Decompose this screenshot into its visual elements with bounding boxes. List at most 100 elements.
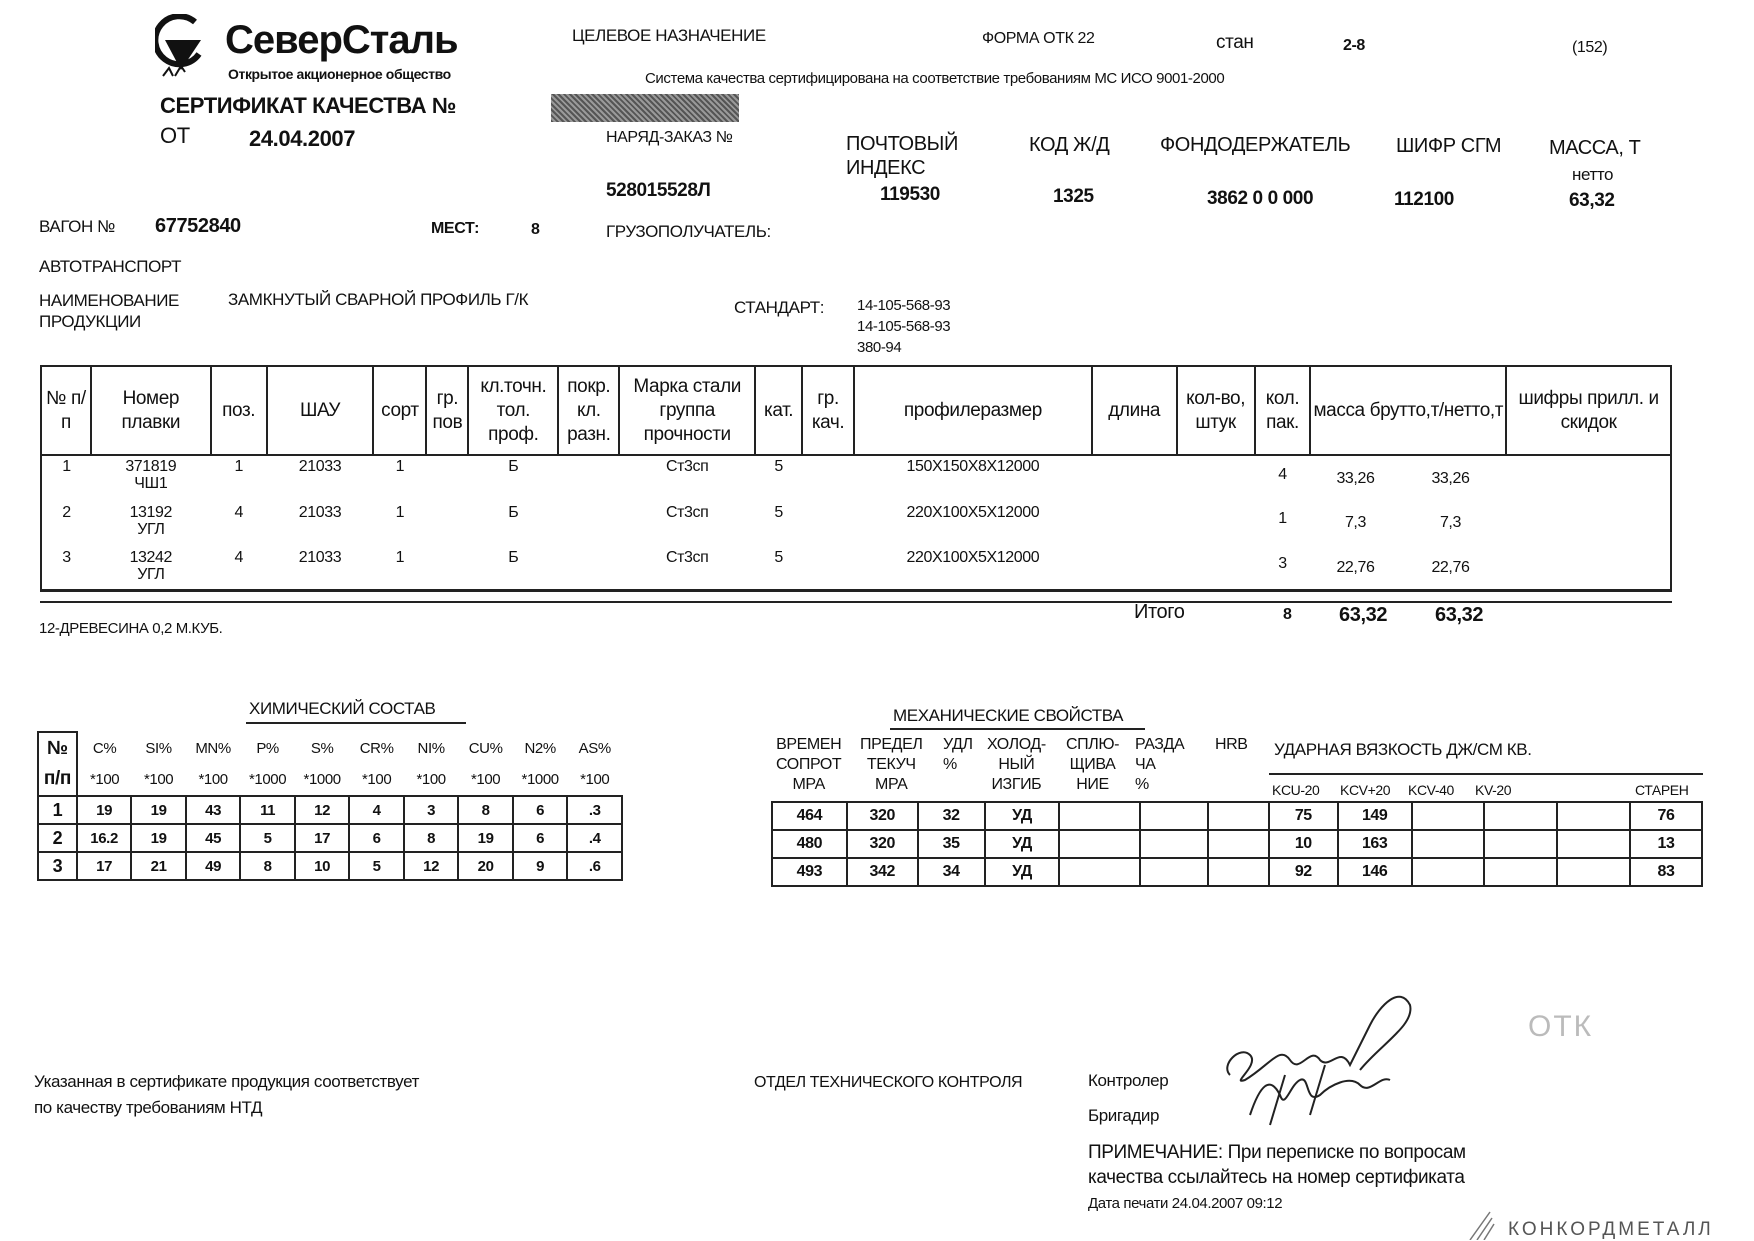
table-cell: Б	[468, 545, 558, 590]
chem-cell: 11	[239, 795, 296, 825]
mass-value: 63,32	[1569, 190, 1615, 211]
table-cell	[802, 545, 854, 590]
chem-cell: 19	[130, 795, 187, 825]
form-label: ФОРМА ОТК 22	[982, 30, 1095, 47]
signature-icon	[1226, 995, 1412, 1126]
product-value: ЗАМКНУТЫЙ СВАРНОЙ ПРОФИЛЬ Г/К	[228, 290, 529, 309]
standard-item: 14-105-568-93	[857, 318, 951, 335]
mech-row: 464 320 32 УД 75 149 76	[771, 801, 1703, 831]
chem-cell: 6	[511, 795, 569, 825]
table-cell: 4	[1255, 455, 1311, 500]
col-packs: кол. пак.	[1253, 365, 1312, 456]
impact-underline	[1269, 773, 1703, 775]
col-quality: гр. кач.	[801, 365, 856, 456]
table-cell	[558, 500, 619, 545]
mech-row: 480 320 35 УД 10 163 13	[771, 829, 1703, 859]
standard-item: 380-94	[857, 339, 902, 356]
mech-cell: 35	[916, 829, 986, 859]
chem-element-header: CU%	[468, 739, 503, 757]
chem-row: 1 19 19 43 11 12 4 3 8 6.3	[37, 795, 623, 825]
table-cell	[1506, 500, 1671, 545]
chem-cell: 12	[293, 795, 351, 825]
cert-title: СЕРТИФИКАТ КАЧЕСТВА №	[160, 93, 457, 118]
wood-note: 12-ДРЕВЕСИНА 0,2 М.КУБ.	[39, 620, 223, 637]
mech-cell: УД	[983, 829, 1061, 859]
cell-tol: Б	[508, 549, 519, 566]
chem-title-underline	[246, 722, 466, 724]
cell-packs: 1	[1278, 510, 1287, 527]
chem-factor-header: *1000	[521, 771, 560, 788]
table-cell: Ст3сп	[619, 455, 755, 500]
chem-row: 2 16.2 19 45 5 17 6 8 19 6.4	[37, 823, 623, 853]
otk-stamp: ОТК	[1528, 1010, 1594, 1043]
mech-header: ПРЕДЕЛ ТЕКУЧ МРА	[860, 736, 923, 793]
impact-title: УДАРНАЯ ВЯЗКОСТЬ ДЖ/СМ КВ.	[1274, 740, 1532, 759]
cell-sort: 1	[395, 458, 405, 475]
mech-cell	[1483, 829, 1559, 859]
cell-packs: 3	[1278, 555, 1287, 572]
cell-pos: 1	[234, 458, 243, 475]
wagon-label: ВАГОН №	[39, 217, 116, 236]
chem-element-header: SI%	[145, 739, 172, 757]
mech-cell: 464	[771, 801, 848, 831]
chem-cell: 49	[184, 851, 242, 881]
table-cell: 21033	[267, 455, 374, 500]
chem-row-no: 3	[37, 851, 78, 881]
mech-cell: 320	[845, 829, 919, 859]
cell-n: 3	[62, 549, 71, 566]
mech-cell	[1139, 829, 1210, 859]
chem-row-no: 1	[37, 795, 78, 825]
mass-sub: нетто	[1572, 165, 1614, 184]
chem-title: ХИМИЧЕСКИЙ СОСТАВ	[249, 699, 436, 718]
col-shau: ШАУ	[265, 365, 375, 456]
mech-row: 493 342 34 УД 92 146 83	[771, 857, 1703, 887]
postal-value: 119530	[880, 184, 940, 205]
cell-pos: 4	[234, 504, 243, 521]
table-cell: 33,26 33,26	[1310, 455, 1506, 500]
compliance-line: по качеству требованиям НТД	[34, 1098, 263, 1117]
chem-cell: 43	[184, 795, 242, 825]
chem-factor-header: *100	[362, 771, 392, 788]
chem-no-header: № п/п	[37, 731, 78, 797]
chem-cell: .6	[566, 851, 623, 881]
chem-factor-header: *100	[198, 771, 228, 788]
places-label: МЕСТ:	[431, 220, 480, 237]
table-cell: 220Х100Х5Х12000	[854, 500, 1092, 545]
col-tolerance: кл.точн. тол. проф.	[467, 365, 560, 456]
mech-header: РАЗДА ЧА %	[1135, 736, 1185, 793]
impact-col-header: KCV-40	[1408, 782, 1454, 798]
mech-cell	[1410, 829, 1486, 859]
mech-cell: 320	[845, 801, 919, 831]
mech-cell	[1483, 801, 1559, 831]
mech-cell	[1139, 857, 1210, 887]
mech-cell: 75	[1267, 801, 1339, 831]
total-gross: 63,32	[1339, 604, 1388, 626]
chem-element-header: MN%	[195, 739, 231, 757]
mill-label: стан	[1216, 32, 1254, 53]
postal-label: ПОЧТОВЫЙ ИНДЕКС	[846, 133, 958, 179]
mech-cell	[1207, 829, 1270, 859]
chem-element-header: P%	[256, 739, 279, 757]
mech-cell	[1058, 829, 1142, 859]
severstal-logo-icon	[155, 14, 202, 77]
chem-factor-header: *100	[416, 771, 446, 788]
col-heat: Номер плавки	[89, 365, 212, 456]
col-sort: сорт	[372, 365, 428, 456]
mech-cell	[1556, 829, 1632, 859]
rail-code-value: 1325	[1053, 186, 1094, 207]
cell-cat: 5	[774, 458, 783, 475]
print-date: Дата печати 24.04.2007 09:12	[1088, 1195, 1283, 1212]
table-cell: 2	[41, 500, 91, 545]
cert-date: 24.04.2007	[249, 126, 356, 151]
table-cell: Ст3сп	[619, 545, 755, 590]
cell-cat: 5	[774, 549, 783, 566]
mass-gross: 22,76	[1336, 559, 1375, 576]
chem-cell: .4	[566, 823, 623, 853]
mech-cell	[1410, 857, 1486, 887]
watermark: КОНКОРДМЕТАЛЛ	[1508, 1219, 1714, 1240]
cell-heat: 13242	[129, 549, 173, 566]
note-text: При переписке по вопросам	[1227, 1142, 1466, 1163]
cell-tol: Б	[508, 458, 519, 475]
sgm-label: ШИФР СГМ	[1396, 135, 1502, 157]
impact-col-header: KCU-20	[1272, 782, 1320, 798]
